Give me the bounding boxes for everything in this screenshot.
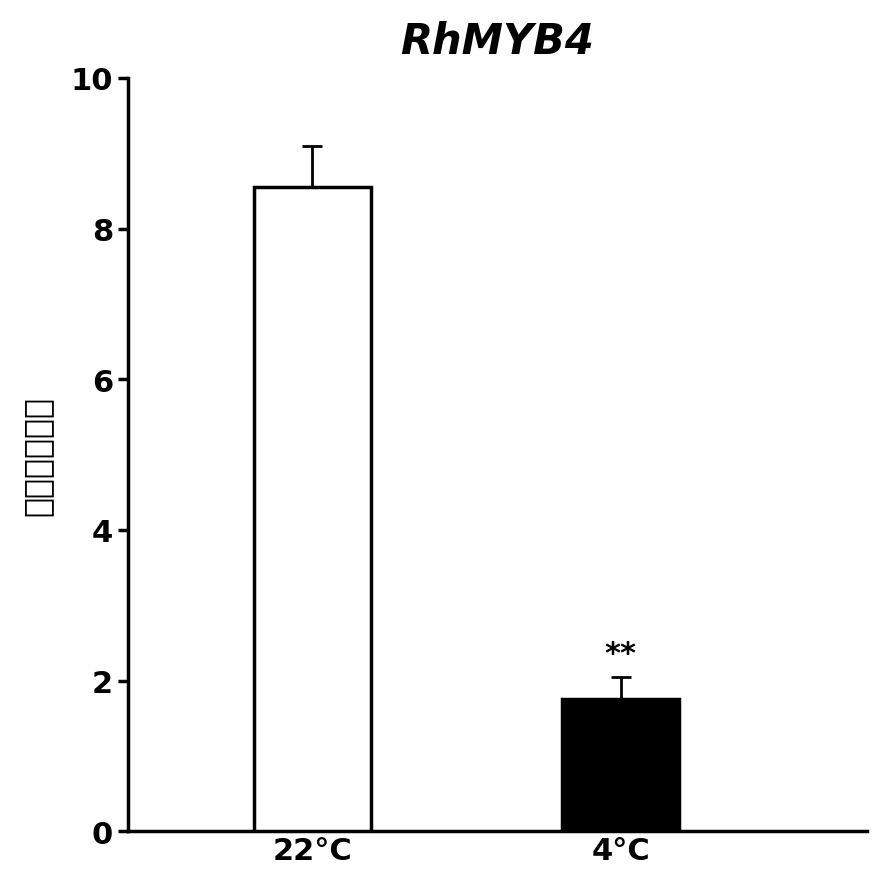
Bar bbox=[254, 188, 371, 831]
Y-axis label: 相对表达水平: 相对表达水平 bbox=[20, 395, 54, 515]
Bar bbox=[562, 700, 679, 831]
Title: RhMYB4: RhMYB4 bbox=[400, 20, 594, 63]
Text: **: ** bbox=[605, 639, 637, 668]
